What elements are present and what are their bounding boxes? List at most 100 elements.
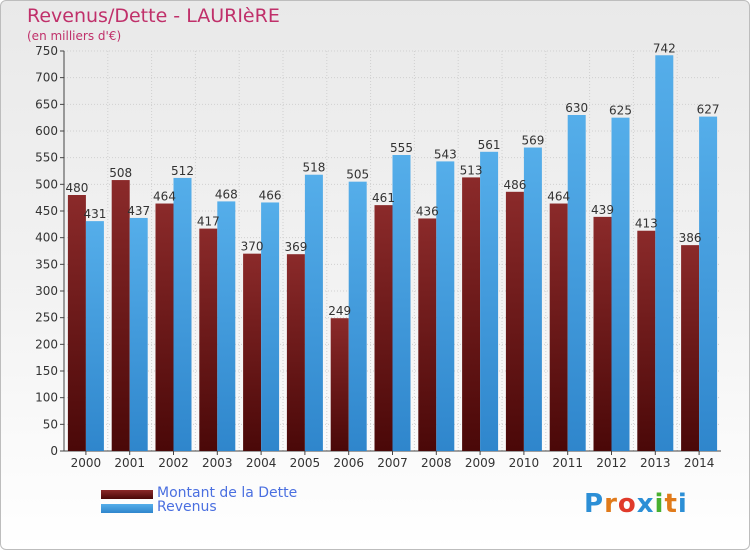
data-label-revenue: 468 [215, 187, 238, 201]
bar-revenue [392, 155, 411, 451]
y-tick-label: 0 [50, 444, 58, 458]
y-tick-label: 50 [43, 417, 58, 431]
y-tick-label: 200 [35, 337, 58, 351]
bar-revenue [655, 55, 674, 452]
x-tick-label: 2010 [509, 456, 540, 470]
bar-debt [418, 218, 437, 451]
bar-revenue [85, 221, 104, 451]
y-tick-label: 100 [35, 391, 58, 405]
bar-debt [681, 245, 700, 451]
data-label-revenue: 543 [434, 147, 457, 161]
data-label-revenue: 555 [390, 141, 413, 155]
bar-revenue [567, 115, 586, 451]
logo-letter: t [664, 489, 678, 519]
data-label-debt: 464 [547, 190, 570, 204]
bar-debt [593, 216, 612, 451]
legend-swatch-revenue [101, 504, 153, 513]
data-label-revenue: 505 [346, 168, 369, 182]
y-tick-label: 450 [35, 204, 58, 218]
data-label-revenue: 561 [478, 138, 501, 152]
data-label-debt: 249 [328, 304, 351, 318]
bar-debt [67, 195, 86, 451]
y-tick-label: 600 [35, 124, 58, 138]
data-label-debt: 369 [284, 240, 307, 254]
x-tick-label: 2003 [202, 456, 233, 470]
data-label-debt: 413 [635, 217, 658, 231]
data-label-revenue: 569 [521, 134, 544, 148]
legend-label-revenue: Revenus [157, 499, 217, 515]
bar-revenue [261, 202, 280, 451]
data-label-revenue: 431 [83, 207, 106, 221]
bar-revenue [304, 174, 323, 451]
data-label-debt: 386 [679, 231, 702, 245]
proxiti-logo: Proxiti [584, 489, 688, 519]
x-tick-label: 2007 [377, 456, 408, 470]
logo-letter: i [677, 489, 688, 519]
bar-revenue [436, 161, 455, 451]
y-tick-label: 150 [35, 364, 58, 378]
bar-debt [505, 191, 524, 452]
y-tick-label: 350 [35, 257, 58, 271]
legend-label-debt: Montant de la Dette [157, 485, 298, 501]
x-tick-label: 2001 [114, 456, 145, 470]
data-label-debt: 417 [197, 215, 220, 229]
chart-subtitle: (en milliers d'€) [27, 29, 122, 43]
bar-debt [243, 253, 262, 451]
bar-debt [199, 228, 218, 451]
data-label-revenue: 625 [609, 104, 632, 118]
x-tick-label: 2014 [684, 456, 715, 470]
x-tick-label: 2000 [71, 456, 102, 470]
data-label-revenue: 512 [171, 164, 194, 178]
y-tick-label: 550 [35, 151, 58, 165]
bar-debt [286, 254, 305, 451]
y-tick-label: 650 [35, 97, 58, 111]
y-tick-label: 300 [35, 284, 58, 298]
data-label-revenue: 627 [697, 103, 720, 117]
bar-debt [462, 177, 481, 451]
x-tick-label: 2006 [333, 456, 364, 470]
bar-revenue [523, 147, 542, 452]
data-label-revenue: 630 [565, 101, 588, 115]
x-tick-label: 2008 [421, 456, 452, 470]
logo-letter: o [617, 489, 637, 519]
data-label-revenue: 518 [302, 161, 325, 175]
logo-letter: i [654, 489, 665, 519]
bar-debt [330, 318, 349, 451]
bar-debt [111, 180, 130, 452]
x-tick-label: 2012 [596, 456, 627, 470]
x-tick-label: 2005 [290, 456, 321, 470]
x-tick-label: 2013 [640, 456, 671, 470]
bar-debt [637, 230, 656, 451]
data-label-debt: 461 [372, 191, 395, 205]
logo-letter: x [636, 489, 655, 519]
bar-debt [155, 203, 174, 451]
data-label-debt: 486 [503, 178, 526, 192]
y-tick-label: 500 [35, 177, 58, 191]
y-tick-label: 400 [35, 231, 58, 245]
data-label-debt: 508 [109, 166, 132, 180]
data-label-revenue: 437 [127, 204, 150, 218]
data-label-revenue: 742 [653, 41, 676, 55]
bar-revenue [699, 116, 718, 451]
bar-debt [374, 205, 393, 451]
data-label-debt: 513 [460, 163, 483, 177]
x-tick-label: 2002 [158, 456, 189, 470]
logo-letter: r [604, 489, 618, 519]
data-label-revenue: 466 [259, 188, 282, 202]
data-label-debt: 370 [241, 240, 264, 254]
bar-revenue [129, 217, 148, 451]
data-label-debt: 436 [416, 204, 439, 218]
x-tick-label: 2004 [246, 456, 277, 470]
y-tick-label: 250 [35, 311, 58, 325]
bar-revenue [348, 181, 367, 451]
legend-swatch-debt [101, 490, 153, 499]
data-label-debt: 439 [591, 203, 614, 217]
bar-revenue [480, 151, 499, 452]
data-label-debt: 464 [153, 190, 176, 204]
logo-letter: P [584, 489, 605, 519]
y-tick-label: 750 [35, 44, 58, 58]
chart-title: Revenus/Dette - LAURIèRE [27, 5, 280, 27]
bar-revenue [173, 177, 192, 451]
